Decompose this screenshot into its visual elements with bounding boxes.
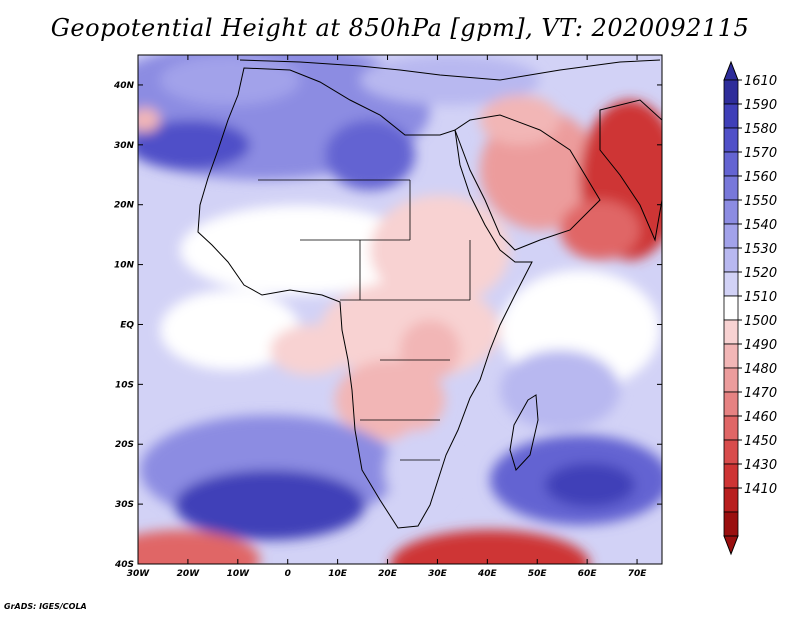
field-blob [370, 195, 510, 305]
colorbar-label: 1430 [744, 458, 777, 473]
colorbar-segment [723, 151, 739, 177]
lat-tick-label: 10N [114, 261, 135, 271]
colorbar-segment [723, 127, 739, 153]
field-blob [270, 325, 350, 375]
colorbar-label: 1560 [744, 170, 777, 185]
colorbar-segment [723, 271, 739, 297]
field-blob [325, 120, 415, 190]
colorbar-label: 1530 [744, 242, 777, 257]
colorbar-label: 1550 [744, 194, 777, 209]
colorbar-label: 1570 [744, 146, 777, 161]
field-blob [390, 530, 590, 564]
colorbar-segment [723, 79, 739, 105]
field-blob [500, 350, 620, 430]
lon-tick-label: 20W [177, 569, 201, 579]
lon-tick-label: 50E [528, 569, 548, 579]
colorbar-segment [723, 511, 739, 537]
field-blob [175, 470, 365, 540]
field-blob [160, 55, 300, 105]
colorbar-segment [723, 391, 739, 417]
colorbar-segment [723, 439, 739, 465]
colorbar-segment [723, 199, 739, 225]
field-blob [138, 530, 260, 564]
lat-tick-label: EQ [120, 320, 134, 330]
lon-tick-label: 30W [127, 569, 151, 579]
colorbar-label: 1490 [744, 338, 777, 353]
colorbar-segment [723, 343, 739, 369]
field-blob [138, 120, 250, 170]
field-blob [480, 95, 560, 145]
height-field [138, 55, 662, 564]
lon-tick-label: 60E [578, 569, 598, 579]
colorbar-label: 1460 [744, 410, 777, 425]
colorbar-label: 1610 [744, 74, 777, 89]
colorbar-label: 1410 [744, 482, 777, 497]
colorbar-segment [723, 463, 739, 489]
colorbar-segment [723, 223, 739, 249]
arabia-coast [454, 114, 601, 251]
colorbar-label: 1470 [744, 386, 777, 401]
colorbar-label: 1520 [744, 266, 777, 281]
lat-tick-label: 30S [115, 500, 134, 510]
colorbar-segment [723, 487, 739, 513]
madagascar-coast [509, 394, 539, 471]
colorbar-segment [723, 367, 739, 393]
colorbar-bottom-arrow [723, 535, 739, 556]
map-frame [137, 54, 663, 565]
europe-coast [239, 59, 661, 81]
colorbar-label: 1450 [744, 434, 777, 449]
field-blob [400, 320, 460, 380]
colorbar-segment [723, 295, 739, 321]
colorbar-label: 1500 [744, 314, 777, 329]
colorbar-segment [723, 103, 739, 129]
lon-tick-label: 0 [285, 569, 291, 579]
colorbar-segment [723, 175, 739, 201]
lat-tick-label: 40S [114, 560, 134, 570]
lon-tick-label: 30E [428, 569, 448, 579]
asia-coast [599, 99, 662, 242]
colorbar-segment [723, 415, 739, 441]
grads-credit: GrADS: IGES/COLA [4, 602, 87, 611]
lon-tick-label: 10E [328, 569, 348, 579]
lat-tick-label: 40N [113, 81, 135, 91]
lon-tick-label: 70E [628, 569, 648, 579]
colorbar-top-arrow [723, 60, 739, 81]
colorbar: 1610 1590 1580 1570 1560 1550 1540 1530 1520 1510… [723, 60, 777, 556]
colorbar-label: 1510 [744, 290, 777, 305]
colorbar-label: 1590 [744, 98, 777, 113]
field-blob [138, 108, 160, 132]
chart-title: Geopotential Height at 850hPa [gpm], VT:… [50, 14, 750, 42]
lon-tick-label: 20E [378, 569, 398, 579]
lon-tick-label: 40E [477, 569, 498, 579]
colorbar-label: 1580 [744, 122, 777, 137]
africa-coast [197, 67, 533, 529]
field-blob [545, 463, 635, 507]
lat-tick-label: 30N [114, 141, 135, 151]
coastlines [197, 59, 662, 529]
colorbar-label: 1540 [744, 218, 777, 233]
colorbar-segment [723, 247, 739, 273]
field-blob [160, 290, 300, 370]
lat-tick-label: 20N [114, 201, 135, 211]
lat-tick-label: 10S [115, 380, 134, 390]
field-blob [560, 200, 640, 260]
lon-tick-label: 10W [227, 569, 251, 579]
field-blob [360, 55, 540, 105]
field-blob [385, 430, 455, 510]
colorbar-segment [723, 319, 739, 345]
colorbar-label: 1480 [744, 362, 777, 377]
borders [258, 179, 471, 461]
lat-tick-label: 20S [115, 440, 134, 450]
